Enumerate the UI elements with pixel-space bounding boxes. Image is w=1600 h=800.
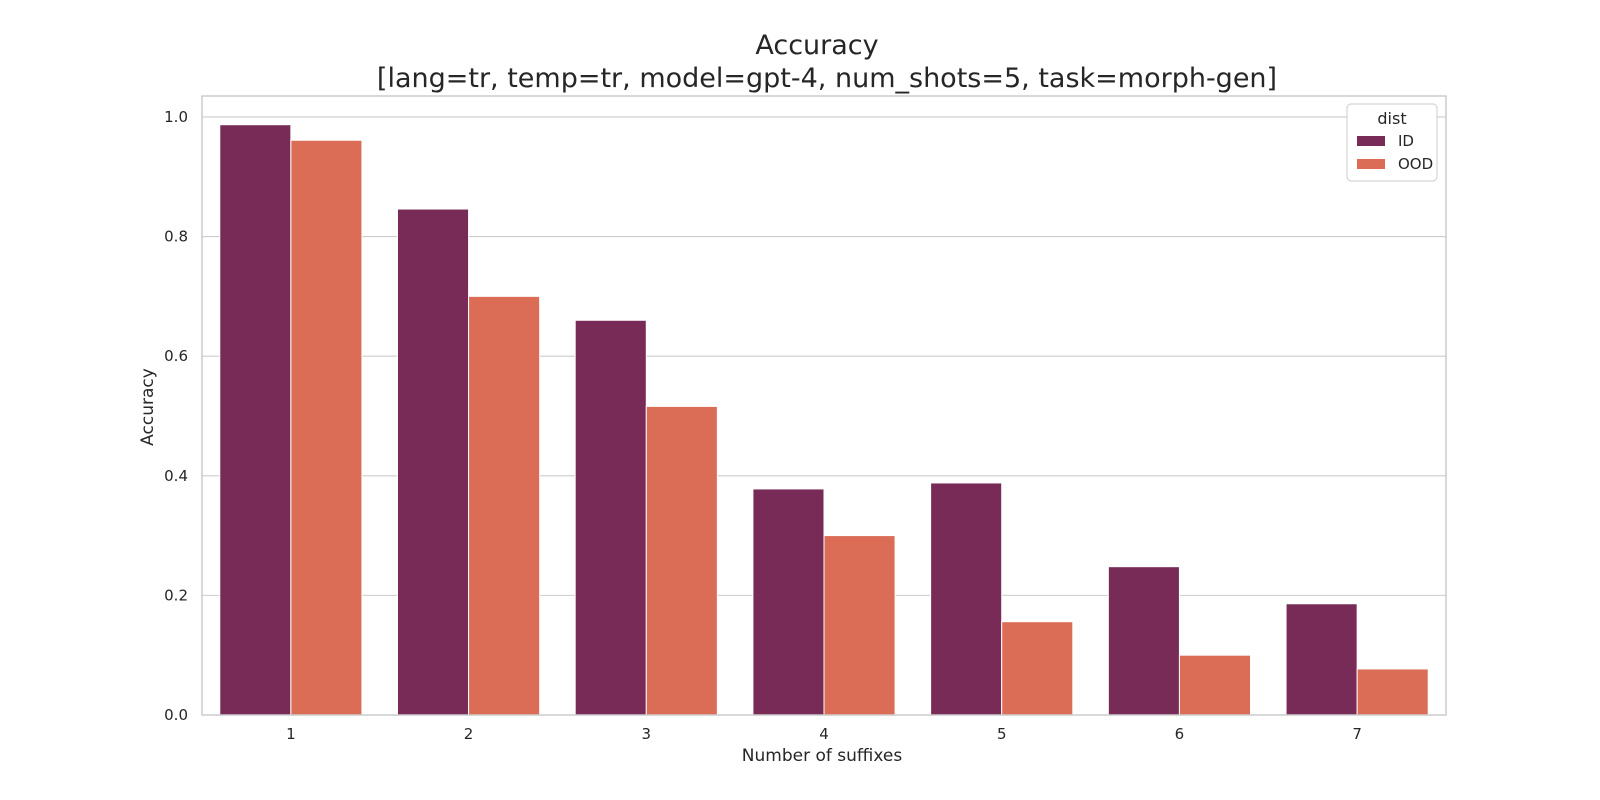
chart-subtitle: [lang=tr, temp=tr, model=gpt-4, num_shot… [377, 63, 1277, 94]
y-axis-label: Accuracy [138, 368, 158, 446]
legend-items: ID OOD [1357, 132, 1433, 173]
legend: dist ID OOD [1346, 103, 1438, 182]
bar-ood-1 [290, 139, 363, 716]
x-axis-label: Number of suffixes [742, 746, 903, 766]
bar-ood-6 [1178, 654, 1252, 716]
bar-id-2 [396, 208, 470, 716]
bar-ood-5 [1001, 621, 1074, 716]
chart-title: Accuracy [755, 30, 878, 61]
y-tick-label: 0.6 [164, 347, 188, 365]
x-tick-label: 2 [464, 725, 474, 743]
legend-label-ood: OOD [1398, 155, 1433, 173]
y-tick-label: 0.0 [164, 706, 188, 724]
bar-ood-4 [823, 535, 896, 716]
x-axis-ticks: 1 2 3 4 5 6 7 [286, 725, 1362, 743]
x-tick-label: 5 [997, 725, 1007, 743]
plot-frame [201, 95, 1447, 716]
y-tick-label: 0.2 [164, 586, 188, 604]
y-tick-label: 0.4 [164, 467, 188, 485]
legend-label-id: ID [1398, 132, 1414, 150]
x-tick-label: 4 [819, 725, 829, 743]
bar-id-1 [219, 124, 292, 716]
bar-ood-2 [468, 295, 541, 716]
y-tick-label: 0.8 [164, 228, 188, 246]
bar-id-4 [752, 488, 825, 716]
x-tick-label: 6 [1175, 725, 1185, 743]
y-axis-ticks: 0.0 0.2 0.4 0.6 0.8 1.0 [164, 108, 188, 724]
bar-id-6 [1107, 566, 1180, 716]
bars [219, 124, 1429, 716]
legend-swatch-id [1357, 136, 1385, 146]
legend-title: dist [1377, 109, 1406, 128]
bar-id-5 [930, 482, 1003, 716]
x-tick-label: 7 [1352, 725, 1362, 743]
y-tick-label: 1.0 [164, 108, 188, 126]
bar-ood-7 [1356, 668, 1429, 716]
bar-id-3 [574, 319, 647, 716]
bar-id-7 [1285, 603, 1358, 716]
x-tick-label: 1 [286, 725, 296, 743]
bar-ood-3 [645, 405, 718, 716]
legend-swatch-ood [1357, 159, 1385, 169]
x-tick-label: 3 [642, 725, 652, 743]
